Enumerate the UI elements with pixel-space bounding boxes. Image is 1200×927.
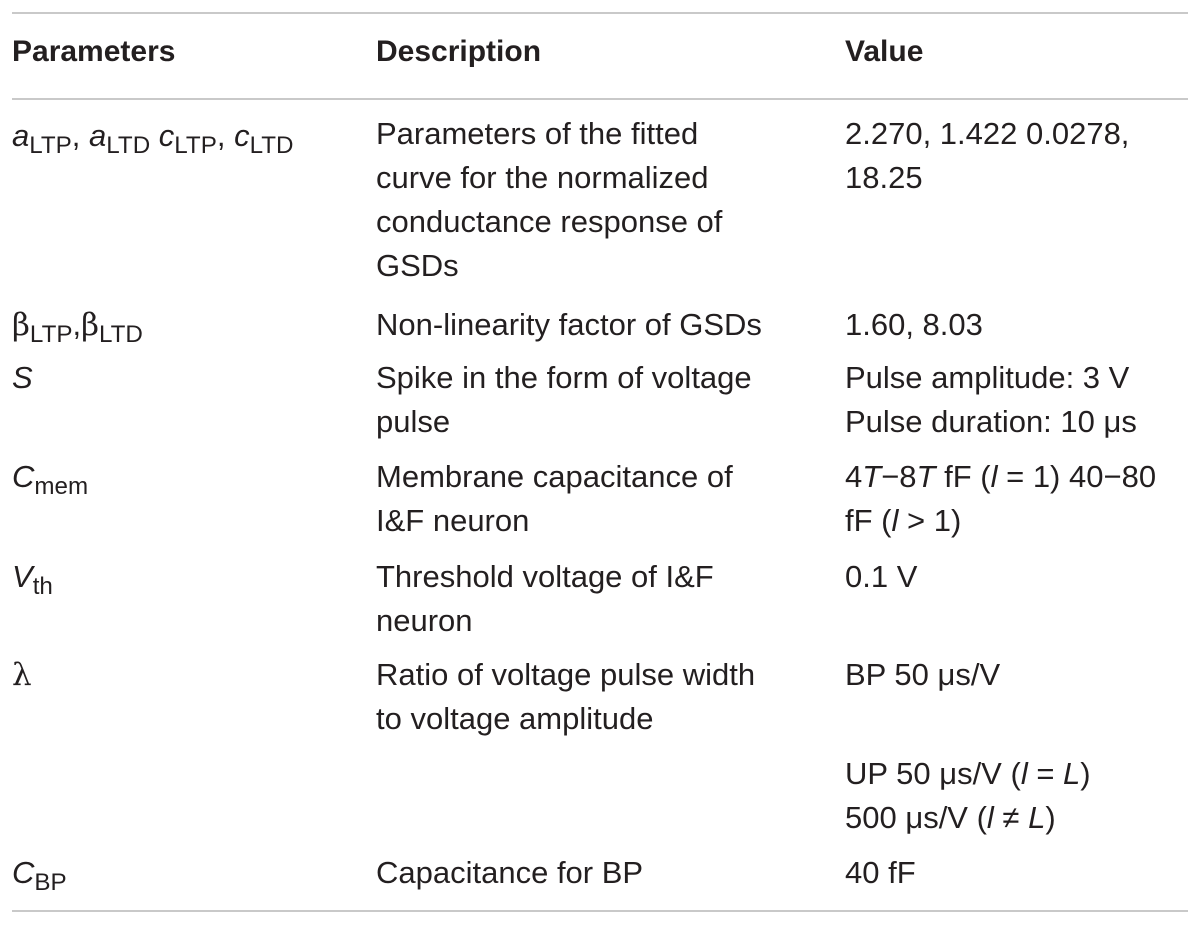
value-bp-capacitance: 40 fF [845,855,916,890]
table-header-rule [12,98,1188,100]
value-pulse-ratio-up: UP 50 μs/V (l = L) 500 μs/V (l ≠ L) [845,756,1091,835]
param-spike: S [12,360,33,395]
value-spike: Pulse amplitude: 3 V Pulse duration: 10 … [845,360,1137,439]
param-fit-coefficients: aLTP, aLTD cLTP, cLTD [12,118,294,159]
desc-fit-coefficients: Parameters of the fitted curve for the n… [376,116,723,283]
desc-pulse-ratio: Ratio of voltage pulse width to voltage … [376,657,756,736]
value-pulse-ratio-bp: BP 50 μs/V [845,657,1001,692]
header-description: Description [376,35,542,68]
header-value: Value [845,35,924,68]
desc-bp-capacitance: Capacitance for BP [376,855,644,890]
header-parameters: Parameters [12,35,176,68]
param-membrane-capacitance: Cmem [12,459,89,500]
param-nonlinearity: βLTP,βLTD [12,307,143,348]
table-bottom-rule [12,910,1188,912]
param-pulse-ratio: λ [12,657,32,693]
desc-membrane-capacitance: Membrane capacitance of I&F neuron [376,459,733,538]
value-threshold-voltage: 0.1 V [845,559,918,594]
table-top-rule [12,12,1188,14]
value-membrane-capacitance: 4T−8T fF (l = 1) 40−80 fF (l > 1) [845,459,1157,538]
desc-threshold-voltage: Threshold voltage of I&F neuron [376,559,714,638]
param-threshold-voltage: Vth [12,559,53,600]
desc-nonlinearity: Non-linearity factor of GSDs [376,307,762,342]
value-nonlinearity: 1.60, 8.03 [845,307,983,342]
value-fit-coefficients: 2.270, 1.422 0.0278, 18.25 [845,116,1130,195]
desc-spike: Spike in the form of voltage pulse [376,360,752,439]
param-bp-capacitance: CBP [12,855,67,896]
